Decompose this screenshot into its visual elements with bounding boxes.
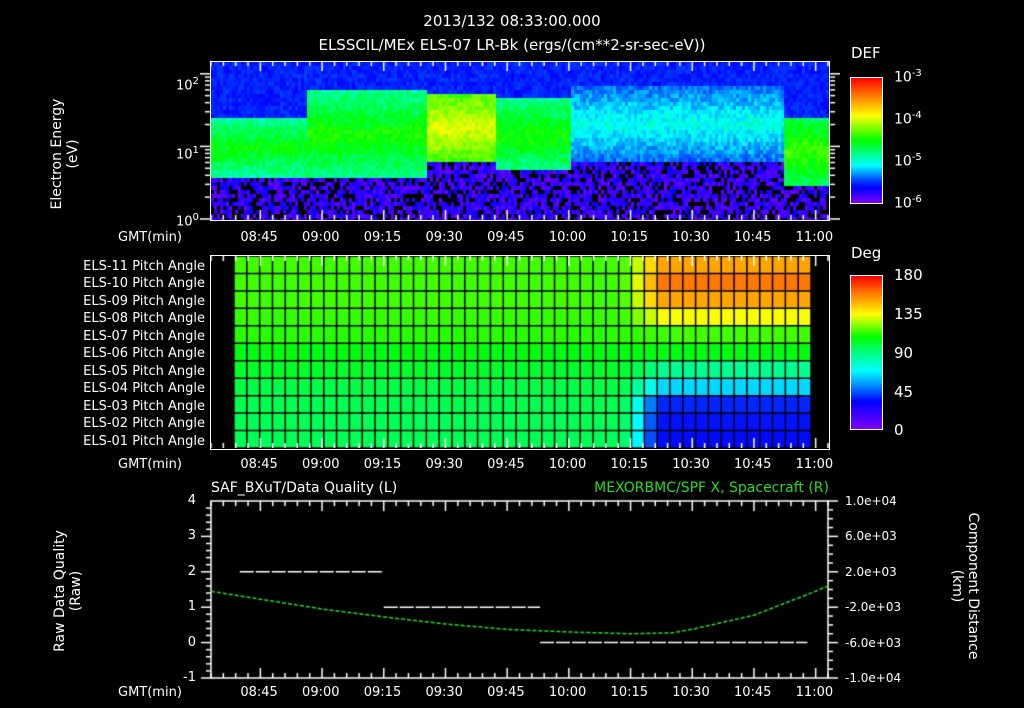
deg-colorbar-label: Deg	[851, 244, 882, 262]
time-axis-label-2: GMT(min)	[118, 457, 182, 472]
energy-tick-1: 100	[176, 212, 199, 230]
time-tick-label: 09:15	[363, 457, 402, 472]
quality-tick-label: -1	[183, 670, 196, 685]
deg-tick-0: 0	[894, 421, 904, 439]
time-tick-label: 10:45	[733, 685, 772, 700]
energy-axis-ticks	[200, 55, 840, 230]
time-tick-label: 10:00	[548, 685, 587, 700]
distance-tick-label: -1.0e+04	[845, 671, 902, 685]
quality-orbit-plot	[190, 490, 850, 690]
def-tick-1e-3: 10-3	[894, 68, 922, 86]
pitch-angle-row-label: ELS-08 Pitch Angle	[83, 311, 205, 327]
energy-axis-label: Electron Energy (eV)	[49, 98, 81, 210]
time-tick-label: 09:45	[487, 685, 525, 700]
deg-tick-135: 135	[894, 305, 923, 323]
distance-tick-label: 2.0e+03	[845, 564, 897, 579]
pitch-angle-row-label: ELS-06 Pitch Angle	[83, 346, 205, 362]
plot-timestamp: 2013/132 08:33:00.000	[423, 12, 601, 30]
time-tick-label: 10:15	[610, 457, 649, 472]
distance-tick-label: -2.0e+03	[845, 600, 902, 615]
time-axis-label-3: GMT(min)	[118, 685, 182, 700]
def-tick-1e-5: 10-5	[894, 152, 922, 170]
deg-tick-45: 45	[894, 383, 914, 401]
time-tick-label: 09:00	[302, 457, 340, 472]
time-tick-label: 09:15	[363, 685, 402, 700]
time-tick-label: 10:45	[733, 230, 772, 245]
quality-tick-label: 0	[187, 634, 196, 650]
time-tick-label: 10:00	[548, 457, 587, 472]
pitch-angle-heatmap	[211, 256, 829, 448]
pitch-angle-plot-frame	[210, 255, 830, 450]
energy-tick-10: 101	[176, 145, 199, 163]
deg-tick-180: 180	[894, 266, 923, 284]
pitch-angle-row-label: ELS-11 Pitch Angle	[83, 259, 205, 274]
def-tick-1e-4: 10-4	[894, 110, 922, 128]
time-tick-label: 09:30	[425, 457, 463, 472]
time-tick-label: 08:45	[240, 685, 278, 700]
deg-colorbar	[850, 275, 883, 430]
time-tick-label: 10:30	[672, 230, 710, 245]
time-tick-label: 10:15	[610, 685, 649, 700]
pitch-angle-row-label: ELS-02 Pitch Angle	[83, 416, 205, 432]
quality-tick-label: 2	[187, 563, 196, 579]
quality-axis-label: Raw Data Quality (Raw)	[52, 530, 84, 652]
time-tick-label: 09:00	[302, 230, 340, 245]
deg-tick-90: 90	[894, 344, 914, 362]
def-colorbar-label: DEF	[851, 44, 881, 62]
pitch-angle-row-label: ELS-04 Pitch Angle	[83, 381, 205, 397]
def-tick-1e-6: 10-6	[894, 194, 922, 212]
time-tick-label: 10:15	[610, 230, 649, 245]
distance-tick-label: 1.0e+04	[845, 494, 897, 508]
time-tick-label: 11:00	[795, 685, 834, 700]
time-tick-label: 10:45	[733, 457, 772, 472]
distance-axis-label: Component Distance (km)	[949, 512, 981, 660]
time-tick-label: 10:30	[672, 457, 710, 472]
def-colorbar	[850, 77, 883, 204]
pitch-angle-row-label: ELS-03 Pitch Angle	[83, 398, 205, 414]
time-tick-label: 09:45	[487, 230, 525, 245]
time-tick-label: 09:30	[425, 685, 463, 700]
time-tick-label: 10:00	[548, 230, 587, 245]
pitch-angle-row-label: ELS-05 Pitch Angle	[83, 363, 205, 379]
quality-tick-label: 4	[187, 493, 196, 508]
pitch-angle-row-label: ELS-10 Pitch Angle	[83, 276, 205, 292]
plot-title: ELSSCIL/MEx ELS-07 LR-Bk (ergs/(cm**2-sr…	[318, 36, 706, 54]
pitch-angle-row-label: ELS-07 Pitch Angle	[83, 328, 205, 344]
time-tick-label: 09:30	[425, 230, 463, 245]
energy-tick-100: 102	[176, 76, 199, 94]
time-tick-label: 09:45	[487, 457, 525, 472]
time-tick-label: 10:30	[672, 685, 710, 700]
time-tick-label: 11:00	[795, 457, 834, 472]
distance-tick-label: 6.0e+03	[845, 529, 897, 544]
time-tick-label: 09:00	[302, 685, 340, 700]
time-tick-label: 08:45	[240, 457, 278, 472]
distance-tick-label: -6.0e+03	[845, 635, 902, 650]
time-axis-label-1: GMT(min)	[118, 230, 182, 245]
quality-tick-label: 1	[187, 599, 196, 615]
pitch-angle-row-label: ELS-01 Pitch Angle	[83, 433, 205, 449]
time-tick-label: 11:00	[795, 230, 834, 245]
time-tick-label: 09:15	[363, 230, 402, 245]
quality-tick-label: 3	[187, 528, 196, 544]
time-tick-label: 08:45	[240, 230, 278, 245]
pitch-angle-row-label: ELS-09 Pitch Angle	[83, 293, 205, 309]
